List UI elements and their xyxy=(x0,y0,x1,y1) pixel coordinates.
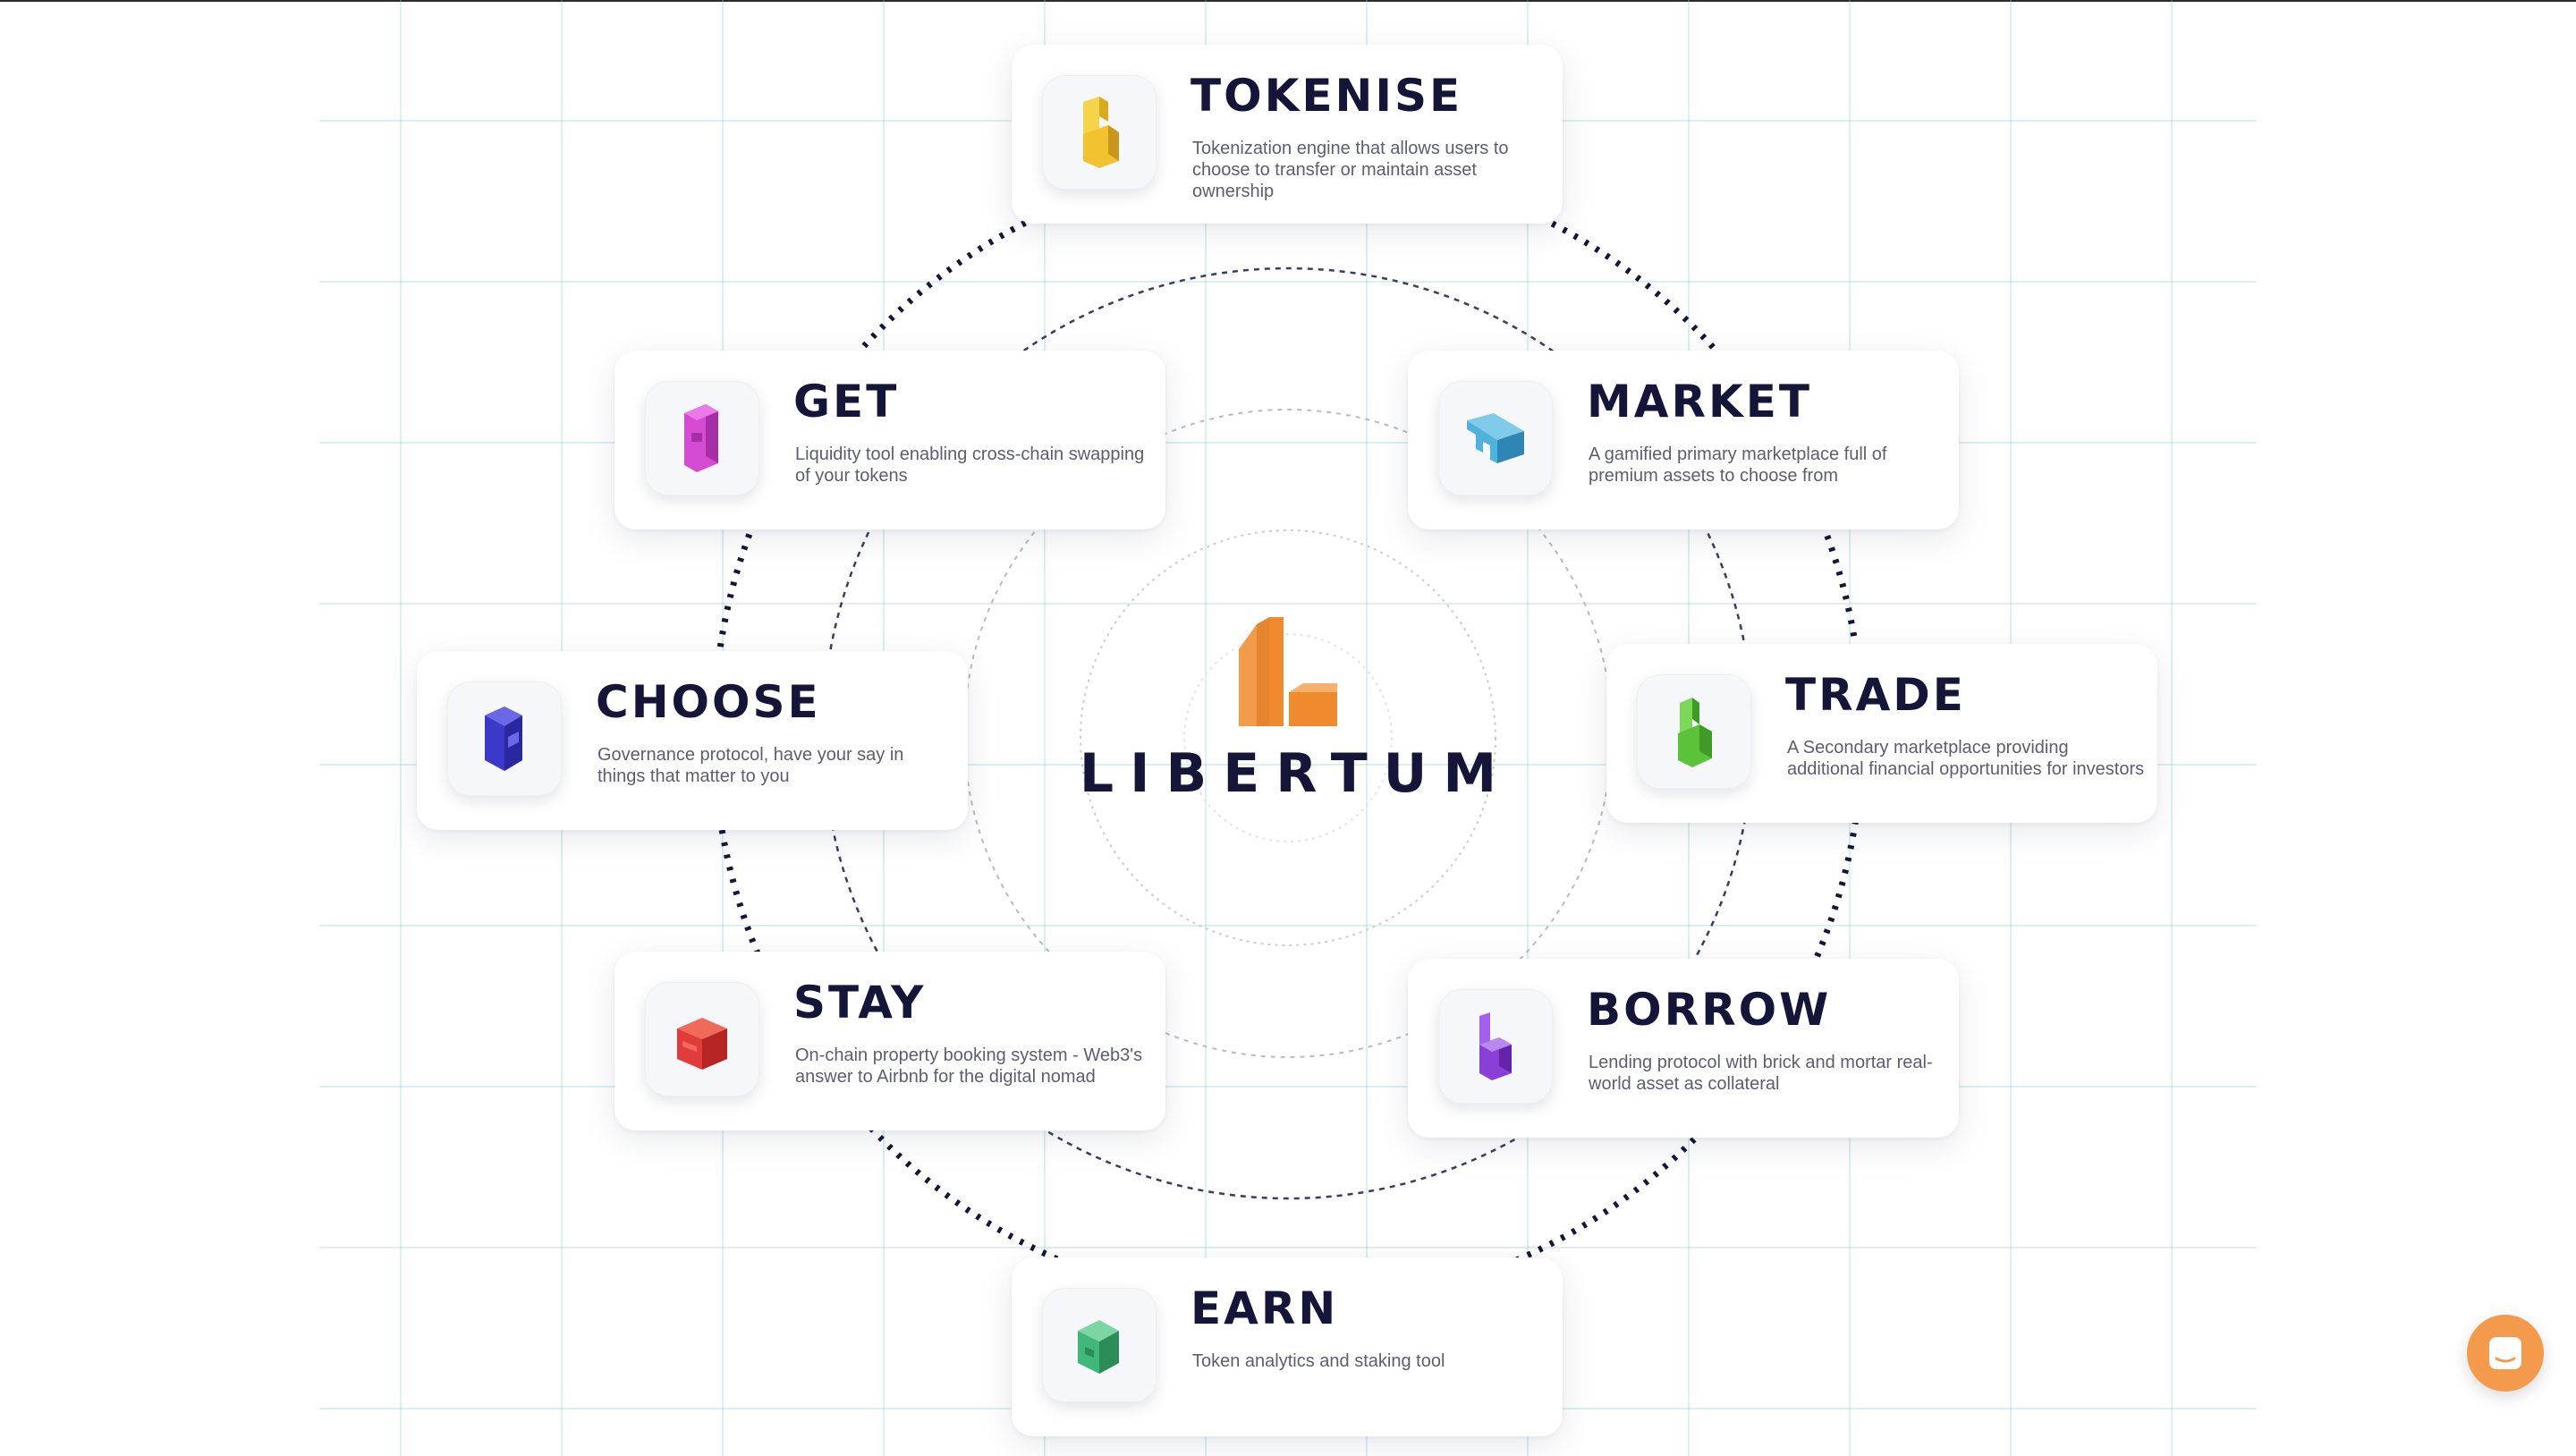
purple-block-icon xyxy=(1438,989,1553,1104)
card-description: A Secondary marketplace providing additi… xyxy=(1787,738,2145,779)
card-title: TOKENISE xyxy=(1191,70,1463,122)
center-orbit xyxy=(1183,633,1393,842)
libertum-logo: LIBERTUM xyxy=(1046,617,1530,832)
red-block-icon xyxy=(645,982,759,1096)
card-get[interactable]: GET Liquidity tool enabling cross-chain … xyxy=(614,351,1165,529)
card-description: A gamified primary marketplace full of p… xyxy=(1589,444,1887,486)
card-description: Token analytics and staking tool xyxy=(1192,1351,1445,1371)
card-title: EARN xyxy=(1191,1282,1339,1334)
card-description: Tokenization engine that allows users to… xyxy=(1192,139,1509,201)
card-title: BORROW xyxy=(1587,984,1832,1036)
libertum-mark-icon xyxy=(1239,617,1337,726)
teal-block-icon xyxy=(1042,1288,1157,1402)
core-orbit xyxy=(1080,529,1496,946)
card-title: CHOOSE xyxy=(596,676,821,728)
blue-block-icon xyxy=(1438,381,1553,495)
card-description: Governance protocol, have your say in th… xyxy=(597,745,904,786)
indigo-block-icon xyxy=(447,681,562,796)
card-earn[interactable]: EARN Token analytics and staking tool xyxy=(1012,1257,1563,1436)
card-title: GET xyxy=(793,376,900,427)
green-block-icon xyxy=(1637,674,1751,789)
card-title: MARKET xyxy=(1587,376,1812,427)
card-trade[interactable]: TRADE A Secondary marketplace providing … xyxy=(1606,644,2157,823)
chat-button[interactable] xyxy=(2467,1315,2544,1392)
yellow-block-icon xyxy=(1042,75,1157,190)
card-title: STAY xyxy=(793,977,927,1029)
card-market[interactable]: MARKET A gamified primary marketplace fu… xyxy=(1408,351,1959,529)
card-borrow[interactable]: BORROW Lending protocol with brick and m… xyxy=(1408,959,1959,1138)
card-stay[interactable]: STAY On-chain property booking system - … xyxy=(614,952,1165,1130)
card-choose[interactable]: CHOOSE Governance protocol, have your sa… xyxy=(417,651,968,830)
brand-wordmark: LIBERTUM xyxy=(1079,742,1513,805)
chat-icon xyxy=(2489,1337,2521,1369)
top-border xyxy=(0,0,2576,2)
card-tokenise[interactable]: TOKENISE Tokenization engine that allows… xyxy=(1012,45,1563,224)
card-description: On-chain property booking system - Web3'… xyxy=(795,1045,1143,1087)
card-description: Liquidity tool enabling cross-chain swap… xyxy=(795,444,1145,486)
card-description: Lending protocol with brick and mortar r… xyxy=(1589,1053,1933,1094)
card-title: TRADE xyxy=(1785,669,1966,721)
magenta-block-icon xyxy=(645,381,759,495)
